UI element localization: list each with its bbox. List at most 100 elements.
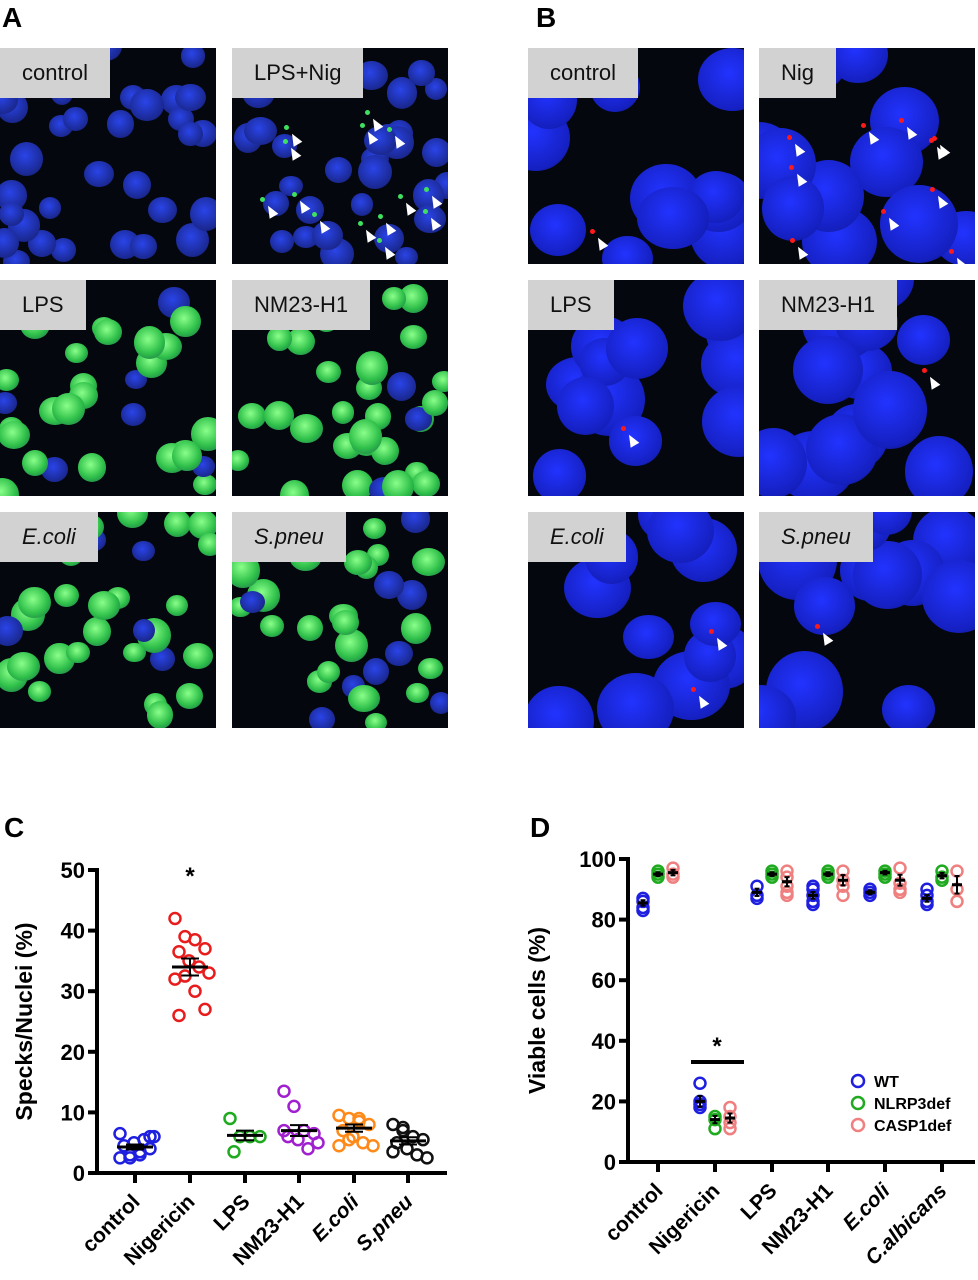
cell-nucleus: [264, 401, 295, 431]
cell-nucleus: [879, 185, 959, 264]
data-point: [227, 1145, 241, 1159]
cell-nucleus: [267, 326, 293, 351]
cell-nucleus: [0, 421, 30, 450]
data-point: [198, 1002, 212, 1017]
cell-nucleus: [296, 196, 325, 225]
asc-speck: [922, 368, 927, 374]
y-tick-label: 50: [61, 858, 85, 883]
cell-nucleus: [636, 186, 710, 250]
cell-nucleus: [421, 390, 448, 417]
y-axis-label: Specks/Nuclei (%): [11, 922, 37, 1120]
asc-speck: [357, 220, 363, 226]
cell-nucleus: [170, 305, 201, 338]
legend-label: CASP1def: [874, 1118, 952, 1135]
cell-nucleus: [50, 237, 77, 262]
asc-speck: [376, 238, 382, 244]
micrograph-label: LPS: [0, 280, 86, 330]
y-axis-label: Viable cells (%): [524, 927, 550, 1094]
cell-nucleus: [881, 684, 936, 728]
cell-nucleus: [417, 657, 443, 680]
asc-speck: [708, 628, 714, 634]
cell-nucleus: [532, 449, 586, 496]
cell-nucleus: [133, 619, 156, 643]
asc-speck: [861, 122, 867, 128]
cell-nucleus: [325, 157, 353, 183]
data-point: [396, 1123, 410, 1138]
cell-nucleus: [181, 48, 205, 68]
cell-nucleus: [130, 234, 157, 259]
cell-nucleus: [243, 117, 277, 146]
cell-nucleus: [65, 343, 88, 363]
legend-marker: [850, 1073, 866, 1089]
cell-nucleus: [365, 712, 388, 728]
panel-letter-c: C: [4, 812, 25, 843]
cell-nucleus: [63, 106, 89, 132]
cell-nucleus: [792, 336, 863, 405]
cell-nucleus: [296, 614, 324, 642]
cell-nucleus: [690, 601, 741, 646]
cell-nucleus: [312, 221, 343, 251]
cell-nucleus: [93, 318, 123, 345]
data-point: [366, 1138, 380, 1153]
legend-marker: [850, 1117, 866, 1133]
cell-nucleus: [66, 641, 90, 663]
cell-nucleus: [356, 351, 389, 385]
data-point-nlrp3def: [708, 1112, 722, 1127]
cell-nucleus: [608, 416, 663, 466]
y-tick-label: 0: [73, 1161, 85, 1186]
asc-speck: [311, 211, 317, 217]
data-point: [342, 1132, 356, 1147]
panel-letter-d: D: [530, 812, 551, 843]
asc-speck: [787, 134, 793, 140]
data-point: [113, 1126, 127, 1141]
cell-nucleus: [404, 407, 432, 431]
cell-nucleus: [347, 684, 380, 713]
asc-speck: [398, 193, 404, 199]
cell-nucleus: [165, 594, 188, 617]
cell-nucleus: [87, 591, 121, 621]
cell-nucleus: [411, 548, 445, 577]
cell-nucleus: [623, 615, 674, 660]
cell-nucleus: [123, 171, 151, 200]
micrograph-label: NM23-H1: [232, 280, 371, 330]
micrograph-label: E.coli: [528, 512, 626, 562]
cell-nucleus: [82, 617, 111, 647]
cell-nucleus: [260, 614, 284, 638]
y-tick-label: 20: [61, 1040, 85, 1065]
cell-nucleus: [6, 651, 40, 681]
data-point: [336, 1123, 350, 1138]
y-tick-label: 60: [592, 968, 616, 993]
y-tick-label: 0: [604, 1150, 616, 1175]
asc-speck: [378, 214, 384, 220]
cell-nucleus: [387, 371, 416, 401]
asc-speck: [898, 117, 904, 123]
micrograph-label: E.coli: [0, 512, 98, 562]
cell-nucleus: [605, 317, 669, 380]
significance-asterisk: *: [185, 863, 195, 890]
asc-speck: [292, 192, 298, 198]
cell-nucleus: [175, 83, 206, 111]
data-point-casp1def: [780, 888, 794, 903]
cell-nucleus: [183, 643, 213, 669]
legend-marker: [850, 1095, 866, 1111]
data-point-wt: [806, 888, 820, 903]
cell-nucleus: [9, 142, 44, 176]
cell-nucleus: [401, 613, 432, 644]
panel-letter-a: A: [2, 2, 23, 33]
cell-nucleus: [51, 393, 85, 426]
data-point-casp1def: [950, 894, 964, 909]
y-tick-label: 40: [592, 1029, 616, 1054]
asc-speck: [788, 164, 794, 170]
data-point: [386, 1145, 400, 1159]
cell-nucleus: [0, 227, 20, 259]
cell-nucleus: [596, 672, 674, 728]
cell-nucleus: [406, 682, 429, 703]
cell-nucleus: [413, 205, 446, 233]
data-point: [277, 1084, 291, 1098]
cell-nucleus: [77, 453, 106, 482]
legend-label: WT: [874, 1074, 899, 1091]
cell-nucleus: [263, 191, 289, 216]
asc-speck: [880, 209, 886, 215]
x-tick-label: LPS: [209, 1190, 254, 1235]
cell-nucleus: [429, 692, 448, 715]
